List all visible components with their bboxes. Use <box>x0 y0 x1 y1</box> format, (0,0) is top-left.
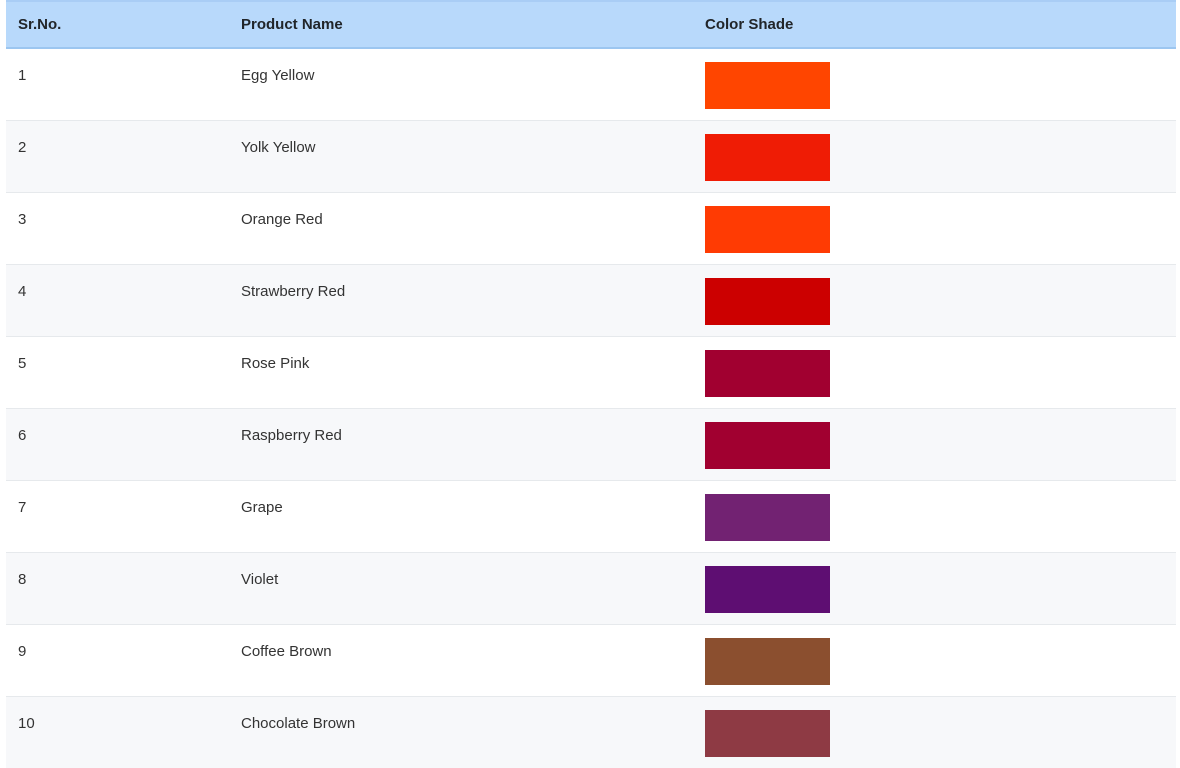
table-header: Sr.No. Product Name Color Shade <box>6 1 1176 49</box>
color-shade-table: Sr.No. Product Name Color Shade 1 Egg Ye… <box>6 0 1176 768</box>
cell-color-shade <box>693 264 1176 336</box>
table-row: 5 Rose Pink <box>6 336 1176 408</box>
cell-color-shade <box>693 120 1176 192</box>
color-swatch <box>705 709 830 757</box>
header-product-name: Product Name <box>229 1 693 49</box>
color-swatch <box>705 637 830 685</box>
table-row: 6 Raspberry Red <box>6 408 1176 480</box>
cell-srno: 5 <box>18 354 27 372</box>
color-swatch <box>705 133 830 181</box>
cell-srno: 8 <box>18 570 27 588</box>
cell-product-name: Chocolate Brown <box>241 714 356 732</box>
cell-product-name: Coffee Brown <box>241 642 332 660</box>
color-swatch <box>705 277 830 325</box>
color-swatch <box>705 493 830 541</box>
cell-color-shade <box>693 624 1176 696</box>
cell-srno: 10 <box>18 714 35 732</box>
table-row: 7 Grape <box>6 480 1176 552</box>
cell-product-name: Grape <box>241 498 283 516</box>
cell-color-shade <box>693 552 1176 624</box>
cell-product-name: Orange Red <box>241 210 323 228</box>
cell-product-name: Strawberry Red <box>241 282 346 300</box>
table-row: 8 Violet <box>6 552 1176 624</box>
color-swatch <box>705 421 830 469</box>
header-row: Sr.No. Product Name Color Shade <box>6 1 1176 49</box>
table-row: 10 Chocolate Brown <box>6 696 1176 768</box>
cell-color-shade <box>693 408 1176 480</box>
cell-srno: 7 <box>18 498 27 516</box>
table-row: 3 Orange Red <box>6 192 1176 264</box>
table-row: 1 Egg Yellow <box>6 48 1176 120</box>
color-shade-table-container: Sr.No. Product Name Color Shade 1 Egg Ye… <box>6 0 1176 768</box>
color-swatch <box>705 62 830 109</box>
cell-product-name: Violet <box>241 570 279 588</box>
header-color-shade: Color Shade <box>693 1 1176 49</box>
cell-color-shade <box>693 336 1176 408</box>
cell-color-shade <box>693 48 1176 120</box>
table-row: 9 Coffee Brown <box>6 624 1176 696</box>
table-row: 4 Strawberry Red <box>6 264 1176 336</box>
cell-product-name: Yolk Yellow <box>241 138 316 156</box>
color-swatch <box>705 565 830 613</box>
cell-color-shade <box>693 696 1176 768</box>
cell-srno: 2 <box>18 138 27 156</box>
cell-product-name: Rose Pink <box>241 354 310 372</box>
cell-srno: 6 <box>18 426 27 444</box>
table-row: 2 Yolk Yellow <box>6 120 1176 192</box>
cell-srno: 3 <box>18 210 27 228</box>
cell-product-name: Egg Yellow <box>241 67 315 84</box>
cell-srno: 1 <box>18 67 27 84</box>
color-swatch <box>705 349 830 397</box>
cell-srno: 4 <box>18 282 27 300</box>
cell-product-name: Raspberry Red <box>241 426 342 444</box>
cell-color-shade <box>693 480 1176 552</box>
cell-color-shade <box>693 192 1176 264</box>
header-srno: Sr.No. <box>6 1 229 49</box>
table-body: 1 Egg Yellow 2 Yolk Yellow 3 Orange Red … <box>6 48 1176 768</box>
cell-srno: 9 <box>18 642 27 660</box>
color-swatch <box>705 205 830 253</box>
